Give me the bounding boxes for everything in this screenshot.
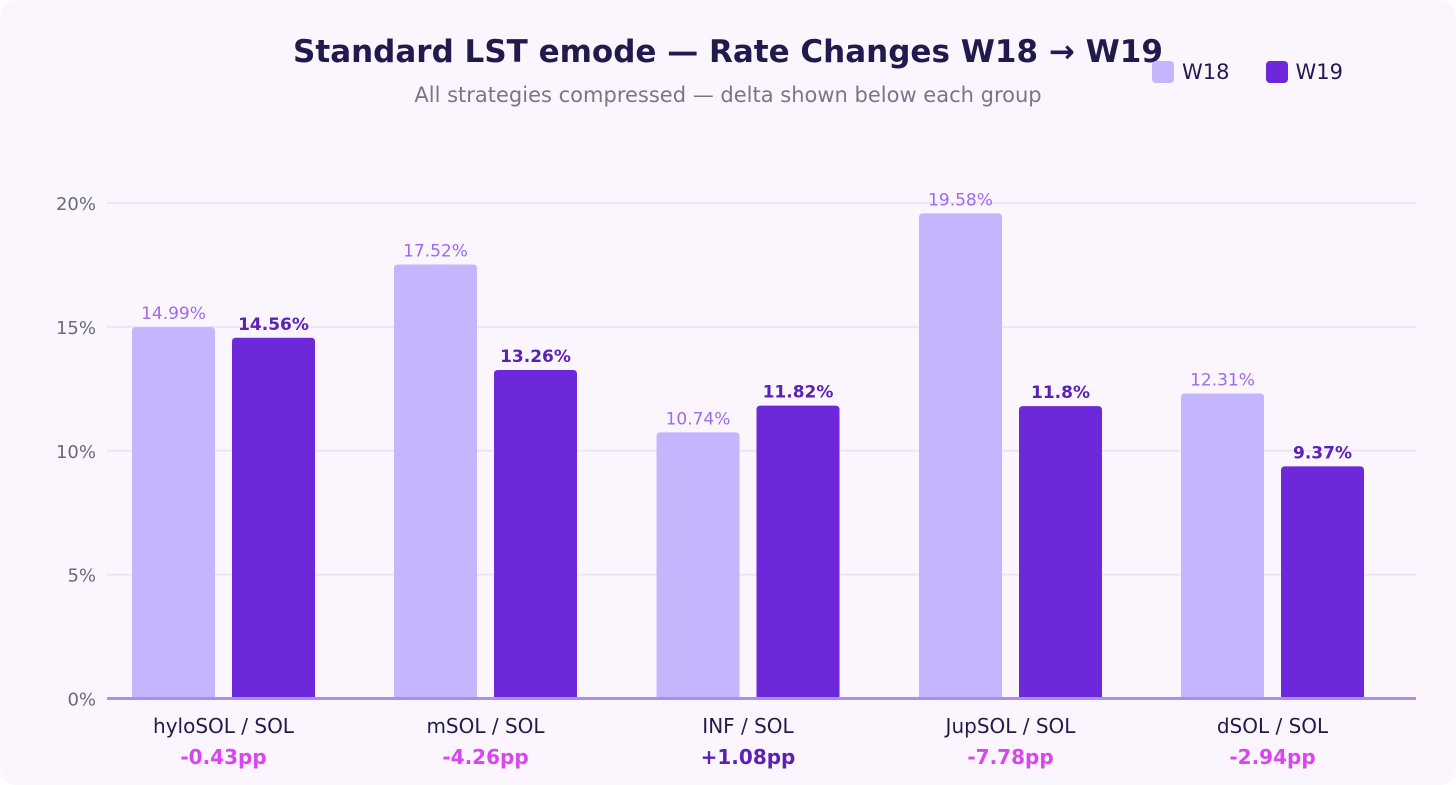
bar-value-label: 13.26% xyxy=(500,347,571,367)
x-category-label: mSOL / SOL xyxy=(426,714,545,738)
x-category-label: INF / SOL xyxy=(702,714,794,738)
bar-w19 xyxy=(1019,406,1102,699)
y-tick-label: 15% xyxy=(56,318,96,339)
delta-label: -7.78pp xyxy=(967,745,1053,769)
bar-value-label: 11.82% xyxy=(763,383,834,403)
bar-w18 xyxy=(132,327,215,699)
legend-item-w18[interactable]: W18 xyxy=(1152,60,1230,84)
legend-label-w18: W18 xyxy=(1182,60,1230,84)
x-category-label: hyloSOL / SOL xyxy=(153,714,295,738)
bar-w18 xyxy=(919,213,1002,699)
legend-item-w19[interactable]: W19 xyxy=(1265,60,1344,84)
bar-w19 xyxy=(756,405,840,699)
delta-label: -0.43pp xyxy=(180,745,266,769)
bar-w19 xyxy=(232,337,315,699)
bar-value-label: 17.52% xyxy=(403,241,468,261)
bar-value-label: 9.37% xyxy=(1293,443,1352,463)
delta-label: -4.26pp xyxy=(442,745,528,769)
y-tick-label: 20% xyxy=(56,194,96,215)
x-category-label: dSOL / SOL xyxy=(1217,714,1329,738)
delta-label: +1.08pp xyxy=(701,745,796,769)
chart-subtitle: All strategies compressed — delta shown … xyxy=(414,83,1042,107)
y-tick-label: 10% xyxy=(56,442,96,463)
delta-label: -2.94pp xyxy=(1229,745,1315,769)
bar-value-label: 14.99% xyxy=(141,304,206,324)
bar-value-label: 11.8% xyxy=(1031,383,1090,403)
x-category-label: JupSOL / SOL xyxy=(944,714,1077,738)
bar-w18 xyxy=(656,432,740,699)
legend: W18 W19 xyxy=(1152,60,1343,84)
bar-value-label: 10.74% xyxy=(666,409,731,429)
legend-swatch-w18 xyxy=(1152,61,1174,83)
bar-w19 xyxy=(494,369,577,699)
bar-value-label: 12.31% xyxy=(1190,371,1255,391)
y-tick-label: 5% xyxy=(67,566,96,587)
bar-value-label: 19.58% xyxy=(928,190,993,210)
bar-w18 xyxy=(394,264,477,699)
legend-label-w19: W19 xyxy=(1295,60,1344,84)
chart-title: Standard LST emode — Rate Changes W18 → … xyxy=(293,34,1163,70)
bar-w19 xyxy=(1281,466,1364,699)
y-tick-label: 0% xyxy=(67,690,96,711)
bar-value-label: 14.56% xyxy=(238,315,309,335)
legend-swatch-w19 xyxy=(1265,61,1288,83)
bar-w18 xyxy=(1181,393,1264,699)
